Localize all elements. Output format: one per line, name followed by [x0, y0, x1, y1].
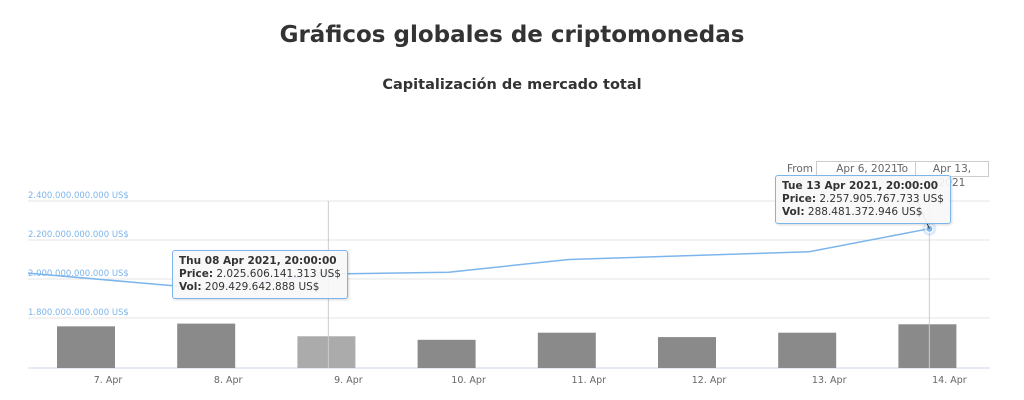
tooltip-price-label: Price:: [179, 268, 214, 280]
y-tick-label: 2.200.000.000.000 US$: [28, 230, 129, 240]
x-tick-label: 11. Apr: [572, 375, 607, 386]
volume-bar: [658, 337, 716, 368]
price-line: [27, 227, 930, 290]
tooltip-price-row: Price: 2.025.606.141.313 US$: [179, 268, 341, 281]
tooltip-vol-row: Vol: 288.481.372.946 US$: [782, 206, 944, 219]
y-tick-label: 1.800.000.000.000 US$: [28, 308, 129, 318]
volume-bar: [57, 326, 115, 368]
range-to-label: To: [897, 163, 909, 175]
volume-bar: [537, 332, 596, 368]
tooltip-date: Thu 08 Apr 2021, 20:00:00: [179, 255, 337, 267]
x-tick-label: 13. Apr: [812, 375, 847, 386]
page-title: Gráficos globales de criptomonedas: [279, 22, 745, 48]
tooltip-price-row: Price: 2.257.905.767.733 US$: [782, 193, 944, 206]
chart-title: Capitalización de mercado total: [382, 77, 642, 93]
y-tick-label: 2.400.000.000.000 US$: [28, 191, 129, 201]
tooltip-vol-value: 288.481.372.946 US$: [807, 206, 923, 218]
x-tick-label: 9. Apr: [334, 375, 363, 386]
tooltip-price-value: 2.257.905.767.733 US$: [819, 193, 944, 205]
volume-bar: [778, 332, 837, 368]
x-tick-label: 8. Apr: [214, 375, 243, 386]
x-tick-label: 7. Apr: [94, 375, 123, 386]
tooltip-date: Tue 13 Apr 2021, 20:00:00: [782, 180, 939, 192]
tooltip-vol-label: Vol:: [179, 281, 202, 293]
tooltip-apr-8: Thu 08 Apr 2021, 20:00:00 Price: 2.025.6…: [172, 250, 348, 299]
range-selector: From Apr 6, 2021 To Apr 13, 2021: [780, 161, 990, 189]
volume-bar: [297, 336, 356, 368]
y-axis-labels: 1.800.000.000.000 US$ 2.000.000.000.000 U…: [28, 191, 129, 318]
tooltip-price-value: 2.025.606.141.313 US$: [216, 268, 341, 280]
tooltip-apr-13: Tue 13 Apr 2021, 20:00:00 Price: 2.257.9…: [775, 175, 951, 224]
tooltip-vol-value: 209.429.642.888 US$: [204, 281, 320, 293]
tooltip-vol-row: Vol: 209.429.642.888 US$: [179, 281, 341, 294]
x-tick-label: 12. Apr: [692, 375, 727, 386]
volume-bar: [177, 323, 236, 368]
tooltip-price-label: Price:: [782, 193, 817, 205]
volume-bar: [417, 339, 476, 368]
y-tick-label: 2.000.000.000.000 US$: [28, 269, 129, 279]
x-tick-label: 14. Apr: [932, 375, 967, 386]
x-axis-labels: 7. Apr 8. Apr 9. Apr 10. Apr 11. Apr 12. Apr 1…: [94, 375, 967, 386]
volume-bars: [57, 323, 957, 368]
volume-bar: [898, 324, 957, 368]
range-from-label: From: [787, 163, 814, 175]
x-tick-label: 10. Apr: [451, 375, 486, 386]
tooltip-vol-label: Vol:: [782, 206, 805, 218]
